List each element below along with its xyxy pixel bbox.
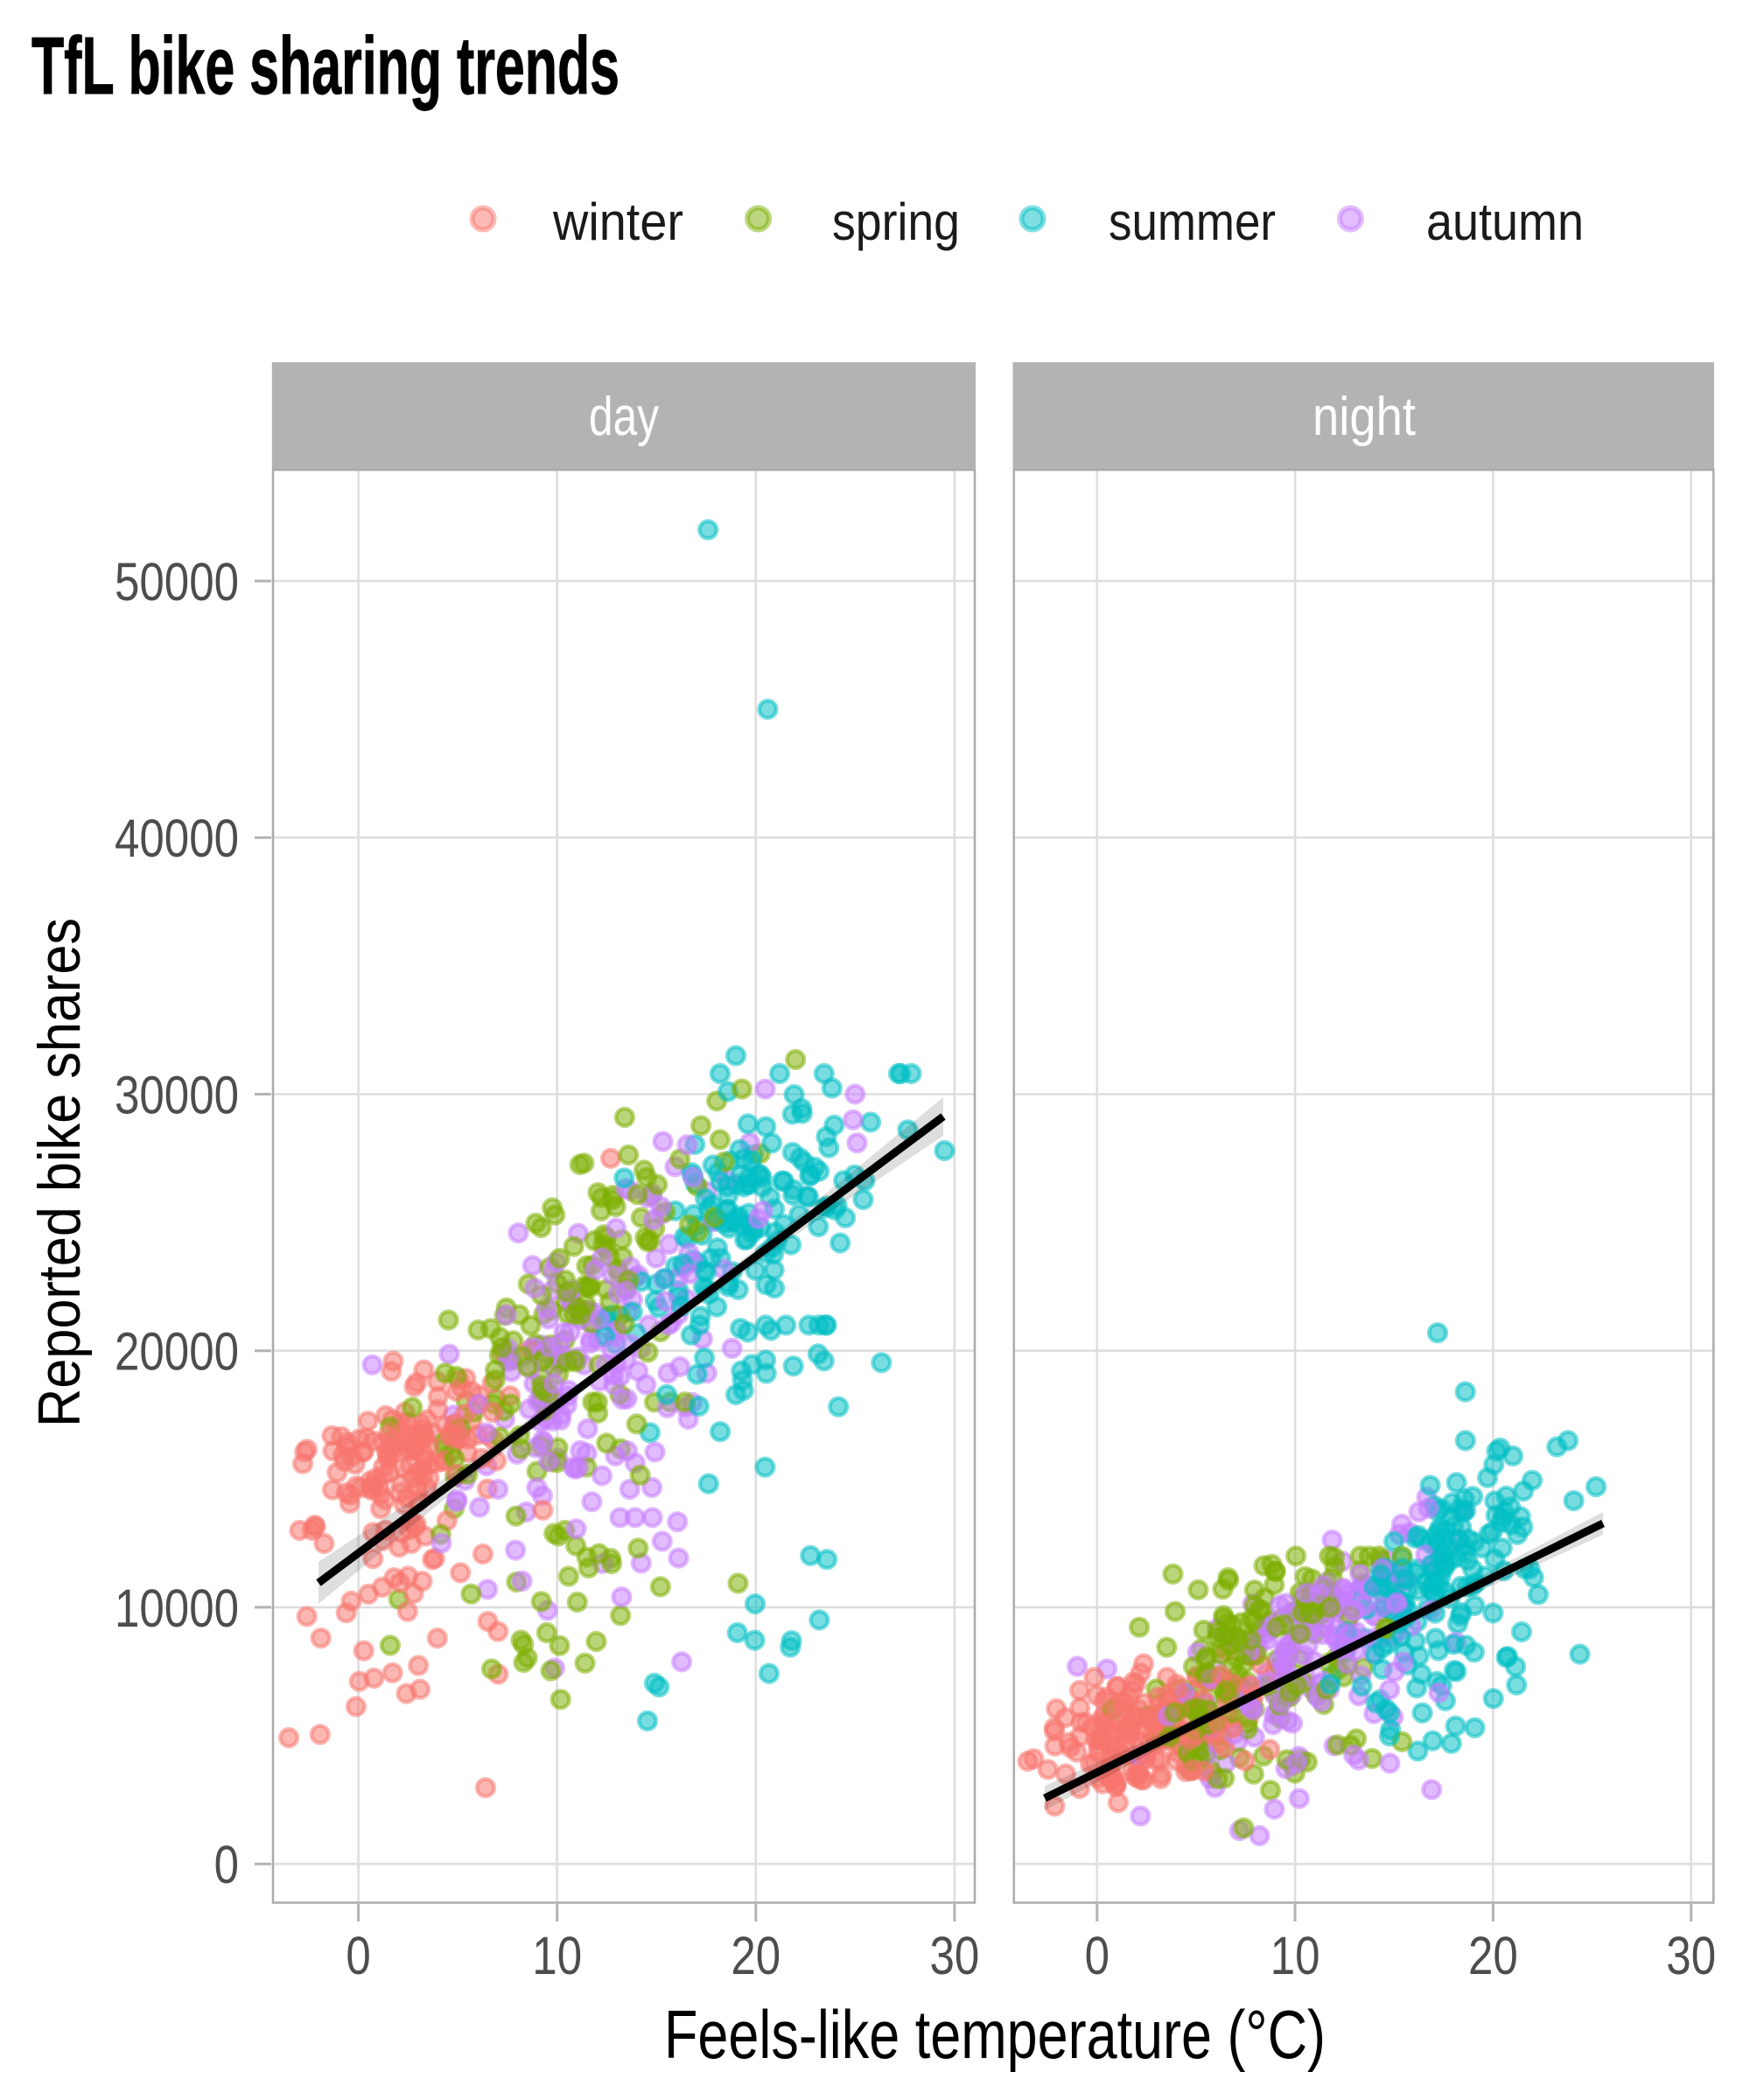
svg-text:winter: winter: [552, 192, 683, 251]
svg-text:30: 30: [1666, 1926, 1716, 1985]
svg-text:TfL bike sharing trends: TfL bike sharing trends: [32, 20, 620, 111]
svg-text:20000: 20000: [115, 1322, 239, 1382]
svg-text:20: 20: [731, 1926, 780, 1985]
svg-text:20: 20: [1468, 1926, 1518, 1985]
svg-text:40000: 40000: [115, 808, 239, 868]
svg-text:30: 30: [930, 1926, 980, 1985]
svg-text:10000: 10000: [115, 1578, 239, 1638]
svg-text:0: 0: [346, 1926, 370, 1985]
svg-text:Feels-like temperature (°C): Feels-like temperature (°C): [664, 1996, 1326, 2073]
svg-text:0: 0: [214, 1835, 239, 1894]
svg-text:night: night: [1312, 387, 1416, 447]
svg-text:50000: 50000: [115, 552, 239, 612]
svg-text:0: 0: [1085, 1926, 1110, 1985]
svg-text:autumn: autumn: [1426, 192, 1584, 251]
svg-text:10: 10: [532, 1926, 582, 1985]
svg-text:spring: spring: [832, 192, 960, 251]
svg-text:10: 10: [1270, 1926, 1320, 1985]
svg-text:day: day: [589, 387, 659, 447]
svg-text:summer: summer: [1109, 192, 1276, 251]
svg-text:30000: 30000: [115, 1066, 239, 1125]
svg-text:Reported bike shares: Reported bike shares: [26, 918, 93, 1427]
